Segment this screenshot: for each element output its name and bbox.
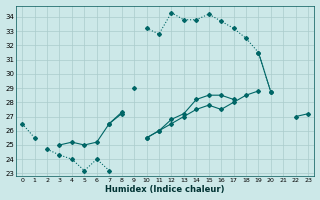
X-axis label: Humidex (Indice chaleur): Humidex (Indice chaleur) xyxy=(106,185,225,194)
